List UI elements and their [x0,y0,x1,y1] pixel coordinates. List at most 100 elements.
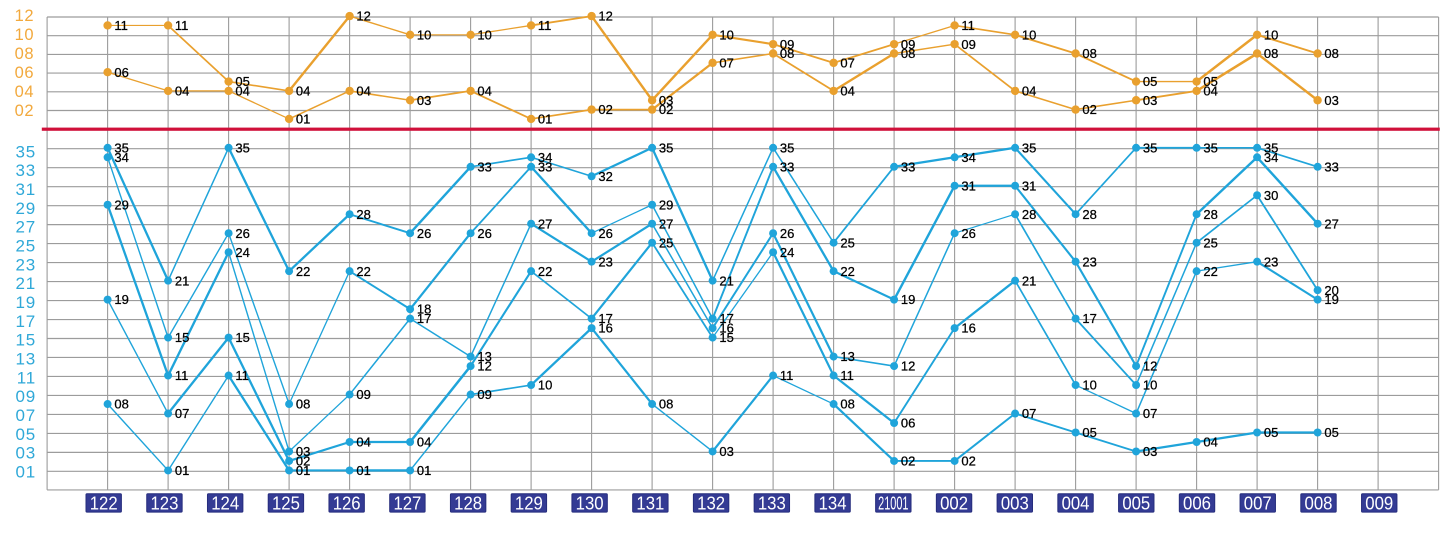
svg-text:24: 24 [780,245,794,260]
svg-text:123: 123 [150,493,178,514]
svg-text:09: 09 [477,387,491,402]
svg-text:04: 04 [175,84,189,99]
svg-text:10: 10 [1264,27,1278,42]
svg-text:33: 33 [538,159,552,174]
svg-text:04: 04 [1022,84,1036,99]
svg-text:10: 10 [1143,378,1157,393]
svg-text:12: 12 [598,9,612,24]
svg-text:31: 31 [961,178,975,193]
svg-text:07: 07 [175,406,189,421]
svg-text:35: 35 [114,140,128,155]
svg-text:07: 07 [1143,406,1157,421]
svg-text:02: 02 [15,102,35,120]
svg-text:01: 01 [356,463,370,478]
svg-text:16: 16 [719,321,733,336]
svg-text:13: 13 [15,350,36,369]
svg-text:007: 007 [1244,493,1272,514]
svg-text:04: 04 [1203,435,1217,450]
svg-text:31: 31 [1022,178,1036,193]
svg-text:03: 03 [659,93,673,108]
svg-text:11: 11 [780,368,794,383]
svg-text:34: 34 [1264,150,1278,165]
svg-text:06: 06 [901,416,915,431]
svg-text:004: 004 [1062,493,1090,514]
svg-text:05: 05 [1324,425,1338,440]
svg-text:18: 18 [417,302,431,317]
svg-text:05: 05 [235,74,249,89]
svg-text:10: 10 [1082,378,1096,393]
svg-text:33: 33 [901,159,915,174]
svg-text:15: 15 [175,330,189,345]
svg-text:35: 35 [235,140,249,155]
svg-text:12: 12 [1143,359,1157,374]
svg-text:08: 08 [901,46,915,61]
svg-text:26: 26 [477,226,491,241]
svg-text:32: 32 [598,169,612,184]
svg-text:15: 15 [15,331,36,350]
svg-text:17: 17 [719,311,733,326]
svg-text:04: 04 [1203,84,1217,99]
svg-text:23: 23 [15,255,36,274]
svg-text:10: 10 [477,27,491,42]
svg-text:04: 04 [356,435,370,450]
svg-text:17: 17 [1082,311,1096,326]
svg-text:08: 08 [1082,46,1096,61]
svg-text:10: 10 [538,378,552,393]
svg-text:01: 01 [15,463,36,482]
svg-text:128: 128 [454,493,482,514]
svg-text:01: 01 [296,112,310,127]
svg-text:07: 07 [15,406,36,425]
svg-text:17: 17 [598,311,612,326]
svg-text:23: 23 [1264,254,1278,269]
svg-text:20: 20 [1324,283,1338,298]
svg-text:16: 16 [961,321,975,336]
svg-text:16: 16 [598,321,612,336]
svg-text:31: 31 [15,180,36,199]
svg-text:124: 124 [211,493,239,514]
svg-text:05: 05 [1264,425,1278,440]
svg-text:08: 08 [659,397,673,412]
svg-text:28: 28 [1082,207,1096,222]
svg-text:03: 03 [417,93,431,108]
svg-text:25: 25 [659,235,673,250]
svg-text:130: 130 [576,493,604,514]
svg-text:12: 12 [901,359,915,374]
svg-text:09: 09 [961,37,975,52]
svg-text:08: 08 [114,397,128,412]
svg-text:33: 33 [1324,159,1338,174]
svg-text:25: 25 [15,237,36,256]
svg-text:03: 03 [296,444,310,459]
svg-text:13: 13 [477,349,491,364]
svg-text:03: 03 [1143,93,1157,108]
svg-text:29: 29 [114,197,128,212]
svg-text:02: 02 [296,454,310,469]
svg-text:01: 01 [417,463,431,478]
svg-text:09: 09 [356,387,370,402]
svg-text:33: 33 [780,159,794,174]
svg-text:11: 11 [538,18,552,33]
svg-text:27: 27 [538,216,552,231]
svg-text:28: 28 [356,207,370,222]
svg-text:21: 21 [719,273,733,288]
svg-text:35: 35 [1203,140,1217,155]
svg-text:08: 08 [1264,46,1278,61]
svg-text:21: 21 [175,273,189,288]
svg-text:01: 01 [296,463,310,478]
svg-text:03: 03 [719,444,733,459]
svg-text:07: 07 [840,55,854,70]
svg-text:29: 29 [15,199,36,218]
svg-text:02: 02 [961,454,975,469]
svg-text:08: 08 [1324,46,1338,61]
svg-text:04: 04 [15,83,35,101]
svg-text:04: 04 [840,84,854,99]
svg-text:009: 009 [1365,493,1393,514]
svg-text:19: 19 [901,292,915,307]
svg-text:23: 23 [1082,254,1096,269]
svg-text:08: 08 [296,397,310,412]
svg-text:22: 22 [538,264,552,279]
svg-text:05: 05 [1143,74,1157,89]
svg-text:17: 17 [15,312,36,331]
svg-text:08: 08 [15,45,35,63]
svg-text:02: 02 [1082,102,1096,117]
svg-text:04: 04 [296,84,310,99]
